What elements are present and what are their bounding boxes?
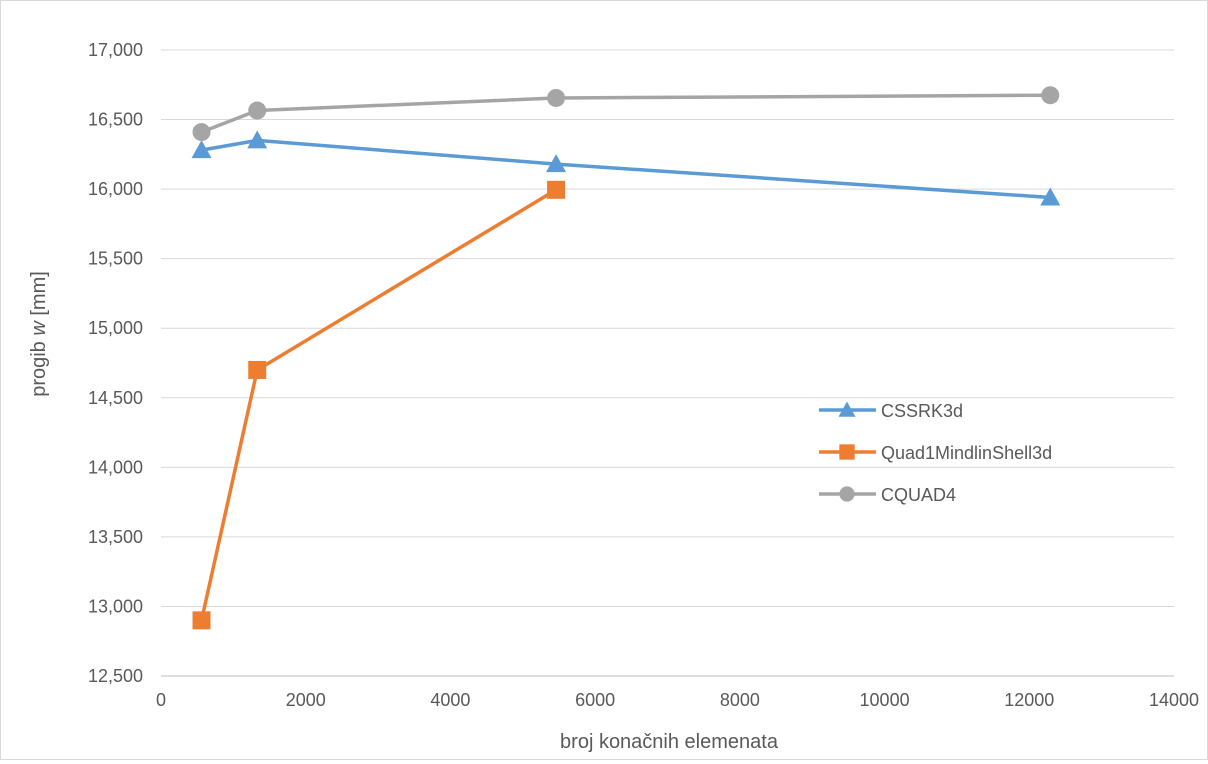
y-tick-label: 14,500 — [88, 388, 143, 408]
legend-label: CQUAD4 — [881, 485, 956, 505]
legend: CSSRK3d Quad1MindlinShell3d CQUAD4 — [819, 401, 1052, 505]
y-tick-label: 17,000 — [88, 40, 143, 60]
series-cssrk3d — [191, 130, 1061, 206]
y-axis-tick-labels: 12,500 13,000 13,500 14,000 14,500 15,000 15,5… — [88, 40, 143, 686]
data-point-cquad4 — [192, 123, 211, 142]
y-tick-label: 14,000 — [88, 457, 143, 477]
data-point-cssrk3d — [1040, 187, 1061, 206]
series-line-cquad4 — [200, 93, 1051, 134]
x-tick-label: 12000 — [1004, 690, 1054, 710]
legend-label: Quad1MindlinShell3d — [881, 443, 1052, 463]
y-tick-label: 16,000 — [88, 179, 143, 199]
y-tick-label: 13,000 — [88, 596, 143, 616]
series-quad1mindlinshell3d — [192, 180, 566, 630]
y-tick-label: 16,500 — [88, 110, 143, 130]
data-point-cquad4 — [1041, 86, 1060, 105]
data-point-cssrk3d — [546, 154, 567, 173]
data-point-cquad4 — [248, 101, 267, 120]
series-cquad4 — [192, 86, 1060, 142]
x-axis-tick-labels: 0 2000 4000 6000 8000 10000 12000 14000 — [156, 690, 1199, 710]
y-tick-label: 15,000 — [88, 318, 143, 338]
x-axis-label: broj konačnih elemenata — [560, 731, 779, 753]
series-group — [191, 86, 1061, 630]
series-line-cssrk3d — [201, 138, 1051, 200]
legend-item-cssrk3d: CSSRK3d — [819, 401, 963, 421]
legend-marker-circle — [839, 486, 855, 502]
data-point-cquad4 — [547, 88, 566, 107]
legend-marker-triangle — [838, 401, 856, 417]
y-tick-label: 13,500 — [88, 527, 143, 547]
data-point-quad1mindlinshell3d — [248, 360, 267, 379]
x-tick-label: 0 — [156, 690, 166, 710]
x-tick-label: 8000 — [720, 690, 760, 710]
y-tick-label: 12,500 — [88, 666, 143, 686]
data-point-cssrk3d — [247, 130, 268, 149]
y-tick-label: 15,500 — [88, 249, 143, 269]
series-line-quad1mindlinshell3d — [199, 188, 557, 621]
legend-item-cquad4: CQUAD4 — [819, 485, 956, 505]
x-tick-label: 2000 — [286, 690, 326, 710]
legend-label: CSSRK3d — [881, 401, 963, 421]
data-point-quad1mindlinshell3d — [547, 180, 566, 199]
y-axis-label: progib w [mm] — [28, 271, 50, 397]
x-tick-label: 10000 — [860, 690, 910, 710]
legend-item-quad1mindlinshell3d: Quad1MindlinShell3d — [819, 443, 1052, 463]
x-tick-label: 6000 — [575, 690, 615, 710]
x-tick-label: 4000 — [430, 690, 470, 710]
legend-marker-square — [839, 444, 855, 460]
x-tick-label: 14000 — [1149, 690, 1199, 710]
data-point-quad1mindlinshell3d — [192, 611, 211, 630]
data-point-cssrk3d — [191, 140, 212, 159]
